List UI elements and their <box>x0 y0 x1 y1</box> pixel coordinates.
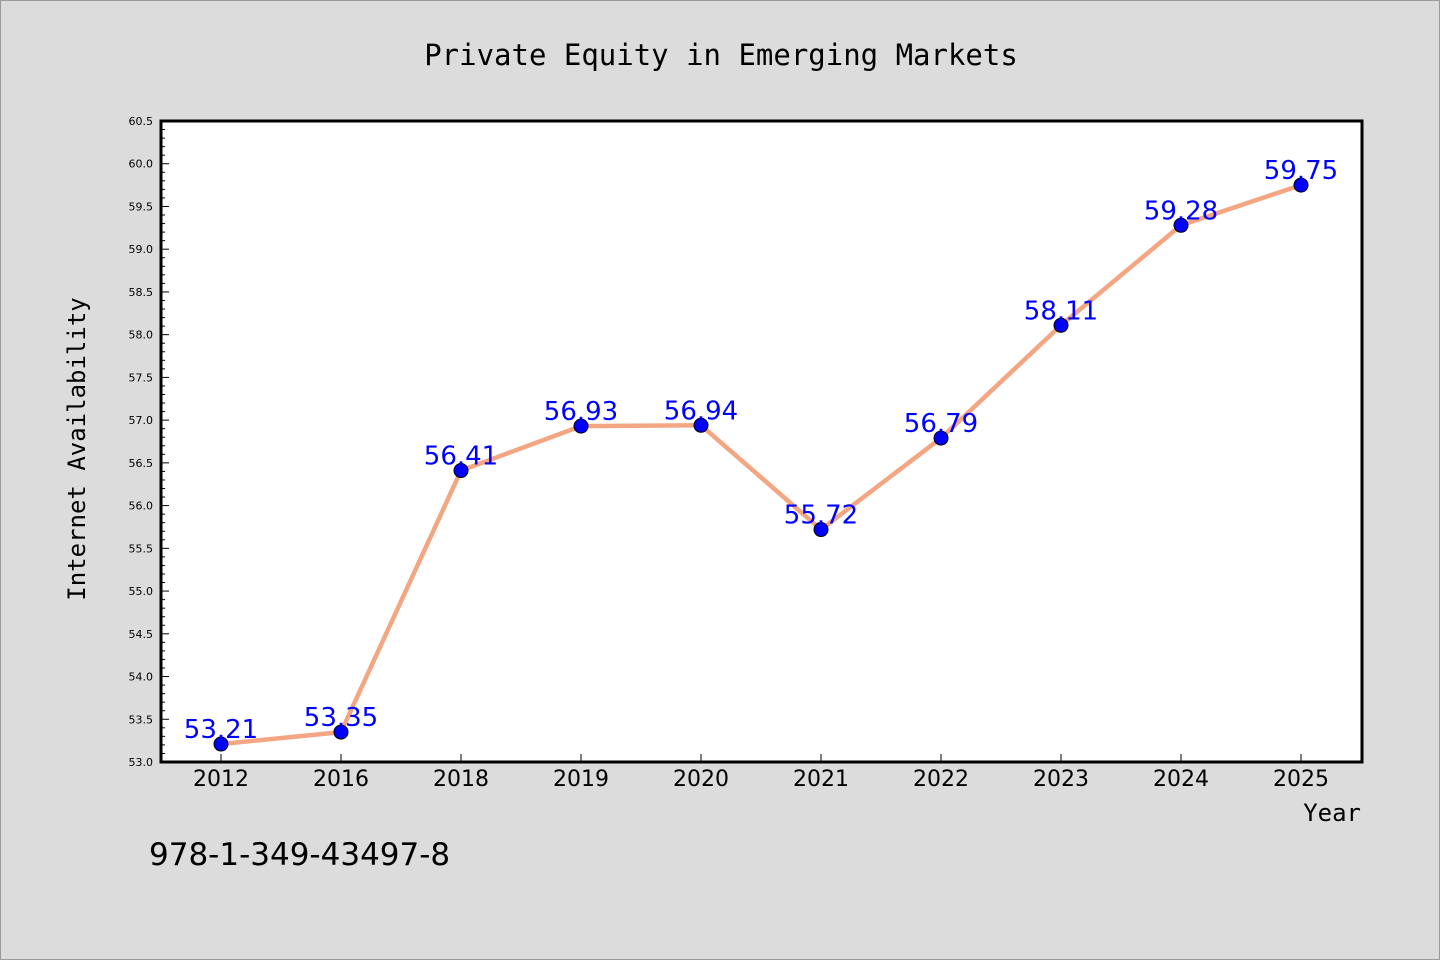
x-tick-label: 2012 <box>193 767 249 792</box>
data-label: 56.79 <box>904 409 978 439</box>
y-tick-label: 53.5 <box>129 713 154 726</box>
data-label: 56.93 <box>544 397 618 427</box>
data-point <box>813 522 829 538</box>
y-tick-label: 55.0 <box>129 585 154 598</box>
x-tick-label: 2021 <box>793 767 849 792</box>
y-tick-label: 54.0 <box>129 671 154 684</box>
data-label: 56.94 <box>664 396 738 426</box>
y-tick-label: 57.5 <box>129 371 154 384</box>
y-axis-ticks: 53.0 53.5 54.0 54.5 55.0 55.5 56.0 56.5 57.0 57.5… <box>129 115 169 769</box>
data-point <box>1293 177 1309 193</box>
y-tick-label: 57.0 <box>129 414 154 427</box>
y-tick-label: 53.0 <box>129 756 154 769</box>
data-point <box>573 418 589 434</box>
series-line <box>218 182 1304 747</box>
data-point <box>1173 217 1189 233</box>
x-tick-label: 2024 <box>1153 767 1209 792</box>
y-tick-label: 56.5 <box>129 457 154 470</box>
x-tick-label: 2025 <box>1273 767 1329 792</box>
y-tick-label: 59.0 <box>129 243 154 256</box>
data-point <box>693 417 709 433</box>
data-label-layer: 53.21 53.35 56.41 56.93 56.94 55.72 56.79 58.11… <box>184 156 1338 745</box>
isbn-footnote: 978-1-349-43497-8 <box>149 837 450 873</box>
data-label: 55.72 <box>784 501 858 531</box>
data-label: 59.75 <box>1264 156 1338 186</box>
y-tick-label: 56.0 <box>129 500 154 513</box>
data-point <box>1053 317 1069 333</box>
y-tick-label: 60.5 <box>129 115 154 128</box>
data-label: 56.41 <box>424 442 498 472</box>
series-layer <box>213 177 1309 752</box>
chart-title: Private Equity in Emerging Markets <box>424 38 1018 72</box>
x-tick-label: 2018 <box>433 767 489 792</box>
data-point <box>453 463 469 479</box>
data-label: 58.11 <box>1024 296 1098 326</box>
y-tick-label: 54.5 <box>129 628 154 641</box>
x-axis-title: Year <box>1303 799 1361 827</box>
data-label: 53.21 <box>184 715 258 745</box>
data-point <box>213 736 229 752</box>
x-tick-label: 2016 <box>313 767 369 792</box>
data-point <box>333 724 349 740</box>
data-point <box>933 430 949 446</box>
y-tick-label: 60.0 <box>129 158 154 171</box>
x-tick-label: 2023 <box>1033 767 1089 792</box>
y-tick-label: 58.0 <box>129 329 154 342</box>
y-tick-label: 55.5 <box>129 542 154 555</box>
data-label: 53.35 <box>304 703 378 733</box>
x-tick-label: 2019 <box>553 767 609 792</box>
data-label: 59.28 <box>1144 196 1218 226</box>
y-tick-label: 58.5 <box>129 286 154 299</box>
y-axis-title: Internet Availability <box>63 297 91 600</box>
x-tick-label: 2020 <box>673 767 729 792</box>
y-tick-label: 59.5 <box>129 200 154 213</box>
plot-area <box>161 121 1362 762</box>
x-tick-label: 2022 <box>913 767 969 792</box>
plot-frame <box>159 119 1364 764</box>
